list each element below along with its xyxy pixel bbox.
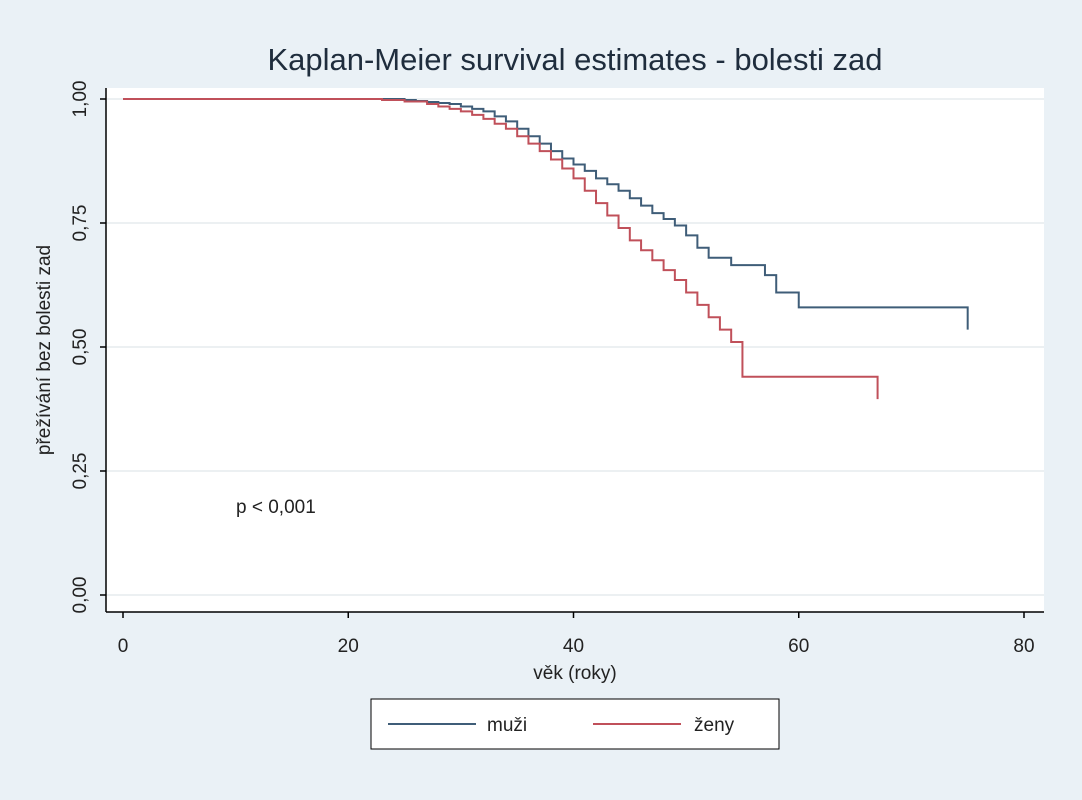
grid-layer bbox=[106, 98, 1044, 596]
legend-label-zeny: ženy bbox=[694, 715, 735, 736]
legend: muži ženy bbox=[370, 698, 780, 750]
legend-label-muzi: muži bbox=[487, 715, 527, 736]
x-tick-label-0: 0 bbox=[118, 636, 129, 657]
y-tick-label-0: 0,00 bbox=[70, 577, 91, 614]
x-tick-label-3: 60 bbox=[788, 636, 809, 657]
y-tick-label-3: 0,75 bbox=[70, 205, 91, 242]
x-axis-label: věk (roky) bbox=[533, 663, 616, 684]
series-line-1 bbox=[123, 98, 879, 400]
y-axis-label: přežívání bez bolesti zad bbox=[34, 245, 55, 455]
y-tick-label-1: 0,25 bbox=[70, 453, 91, 490]
y-tick-label-4: 1,00 bbox=[70, 81, 91, 118]
series-line-0 bbox=[123, 98, 969, 330]
axes-layer: 0,00 0,25 0,50 0,75 1,00 0 20 40 60 80 bbox=[70, 81, 1044, 657]
y-tick-label-2: 0,50 bbox=[70, 329, 91, 366]
chart-title: Kaplan-Meier survival estimates - bolest… bbox=[267, 42, 882, 77]
x-tick-label-4: 80 bbox=[1013, 636, 1034, 657]
x-tick-label-1: 20 bbox=[338, 636, 359, 657]
p-value-annotation: p < 0,001 bbox=[236, 497, 316, 518]
series-layer bbox=[123, 98, 969, 400]
x-tick-label-2: 40 bbox=[563, 636, 584, 657]
plot-area bbox=[106, 88, 1044, 612]
